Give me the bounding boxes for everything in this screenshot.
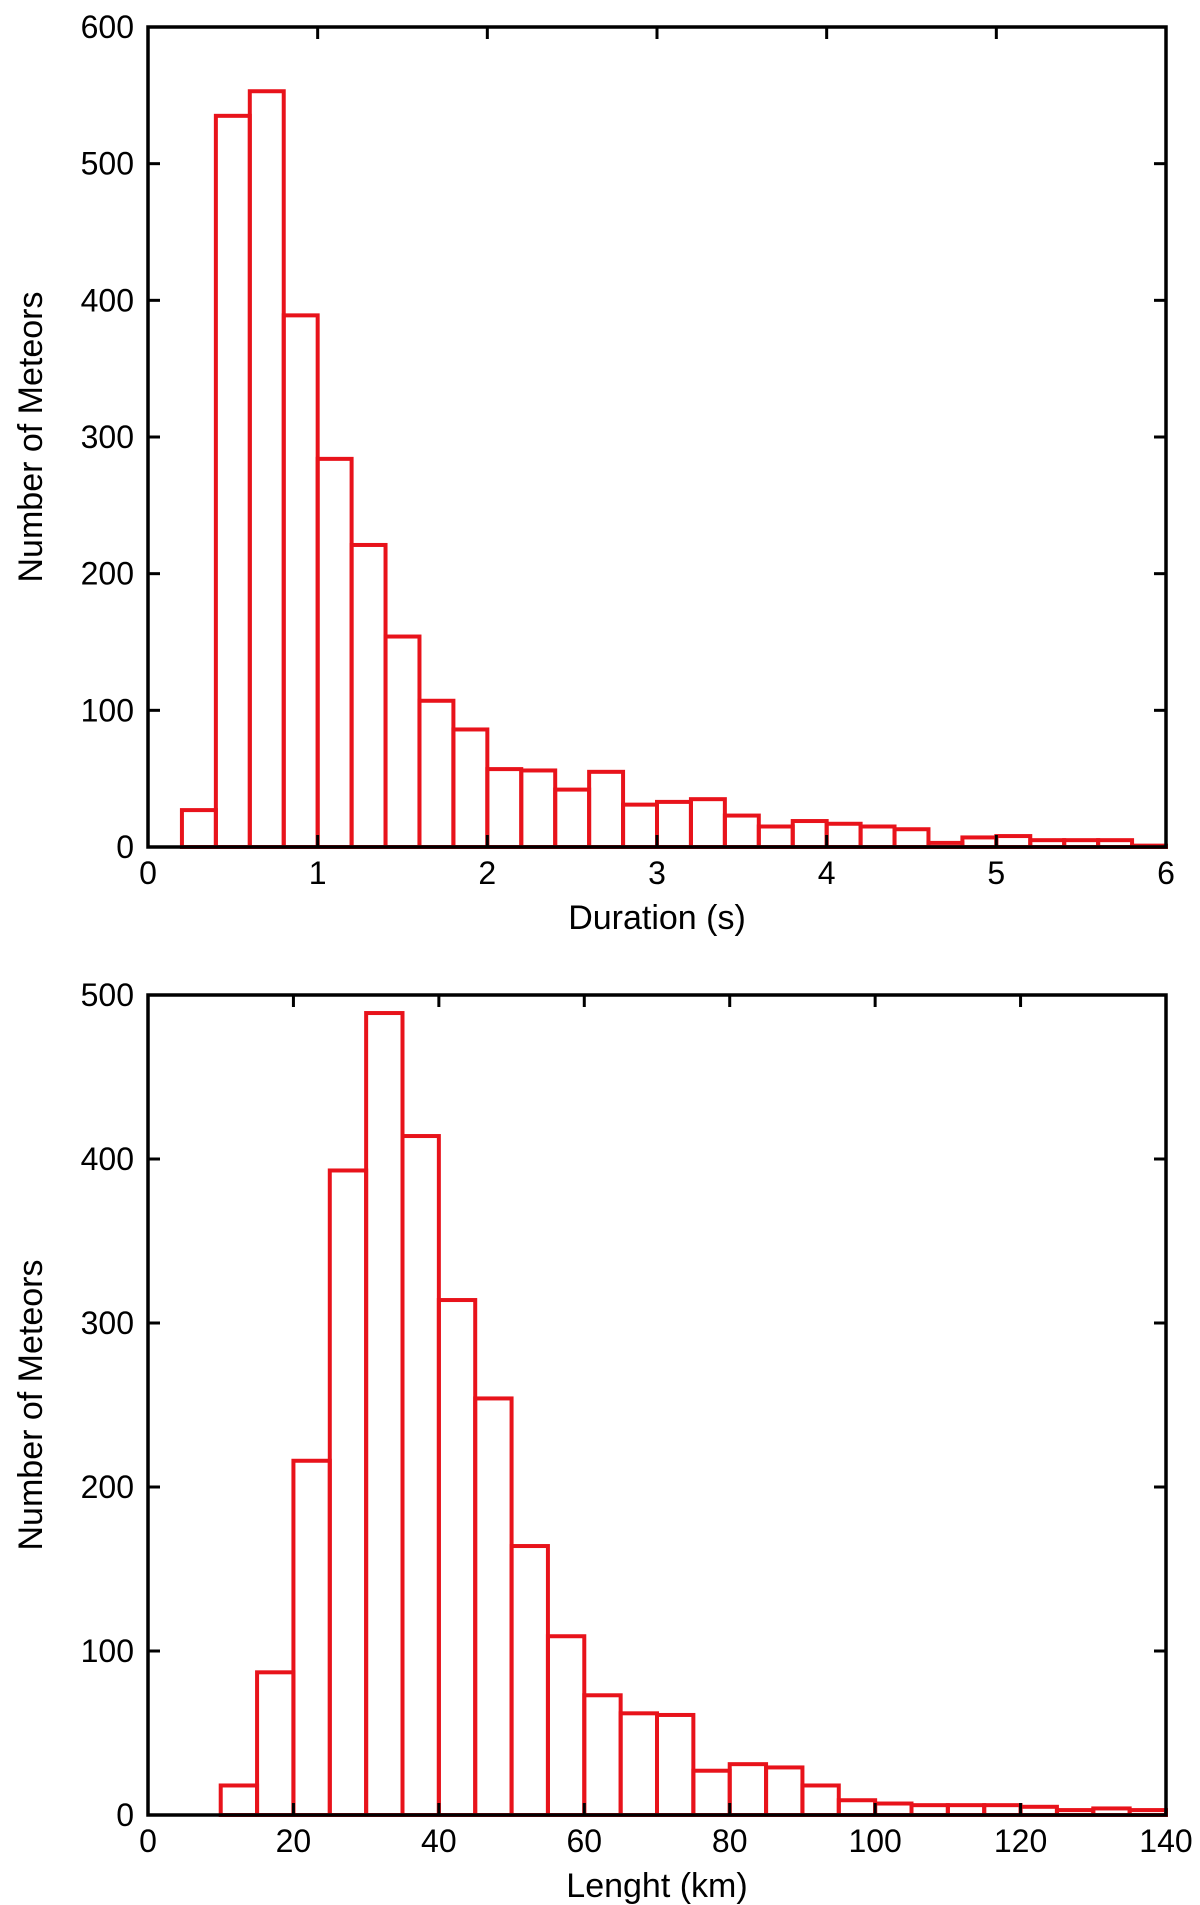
y-tick-label: 300 — [81, 1305, 134, 1341]
histogram-bar — [364, 1011, 405, 1817]
histogram-bar — [722, 813, 761, 849]
y-tick-label: 100 — [81, 692, 134, 728]
histogram-bar — [836, 1798, 878, 1817]
x-tick-label: 0 — [139, 1823, 157, 1859]
x-tick-label: 100 — [848, 1823, 901, 1859]
histogram-bar — [213, 113, 252, 850]
histogram-bar — [255, 1670, 296, 1817]
histogram-bar — [485, 767, 524, 849]
histogram-bar — [247, 89, 286, 849]
histogram-bar — [727, 1762, 769, 1818]
histogram-bar — [400, 1134, 441, 1818]
histogram-bar — [451, 727, 490, 850]
x-tick-label: 20 — [276, 1823, 312, 1859]
histogram-bar — [587, 769, 626, 849]
y-tick-label: 600 — [81, 9, 134, 45]
histogram-bar — [764, 1765, 805, 1817]
x-tick-label: 140 — [1139, 1823, 1192, 1859]
x-tick-label: 6 — [1157, 855, 1175, 891]
x-tick-label: 40 — [421, 1823, 457, 1859]
histogram-bar — [892, 827, 931, 850]
histogram-bar — [824, 821, 863, 849]
x-tick-label: 120 — [994, 1823, 1047, 1859]
x-tick-label: 0 — [139, 855, 157, 891]
y-tick-label: 100 — [81, 1633, 134, 1669]
histogram-bar — [509, 1544, 550, 1818]
x-tick-label: 1 — [309, 855, 327, 891]
y-tick-label: 300 — [81, 419, 134, 455]
y-axis-title: Number of Meteors — [12, 292, 50, 583]
histogram-bar — [315, 456, 354, 849]
histogram-bar — [618, 1711, 660, 1817]
y-tick-label: 200 — [81, 556, 134, 592]
histogram-bar — [436, 1298, 478, 1818]
histogram-bar — [621, 802, 659, 850]
histogram-bar — [688, 797, 727, 850]
y-axis-title: Number of Meteors — [12, 1260, 50, 1551]
histogram-bar — [553, 787, 592, 849]
histogram-bar — [417, 698, 456, 849]
x-axis-title: Duration (s) — [568, 899, 746, 937]
y-tick-label: 500 — [81, 146, 134, 182]
histogram-bar — [800, 1783, 841, 1817]
y-tick-label: 0 — [116, 1797, 134, 1833]
histogram-bar — [655, 1712, 696, 1817]
histogram-bar — [473, 1396, 514, 1817]
y-tick-label: 0 — [116, 829, 134, 865]
x-tick-label: 3 — [648, 855, 666, 891]
length-histogram: 0 20 40 60 80 100 120 140 0 100 200 300 400 500 Lenght… — [12, 977, 1193, 1905]
x-tick-label: 80 — [712, 1823, 748, 1859]
histogram-bar — [179, 808, 218, 849]
x-axis-title: Lenght (km) — [566, 1867, 747, 1905]
y-tick-label: 400 — [81, 1141, 134, 1177]
histogram-bar — [383, 634, 422, 849]
histogram-bar — [582, 1693, 623, 1818]
x-tick-label: 60 — [566, 1823, 602, 1859]
plot-frame — [146, 25, 1168, 849]
x-tick-label: 5 — [987, 855, 1005, 891]
histogram-bar — [691, 1768, 732, 1817]
histogram-bar — [218, 1783, 260, 1817]
histogram-bar — [281, 313, 320, 850]
histogram-bar — [756, 824, 795, 849]
duration-histogram: 0 1 2 3 4 5 6 0 100 200 300 400 500 600 Duration (s) Nu… — [12, 9, 1175, 937]
histogram-bar — [349, 542, 388, 849]
plot-frame — [146, 993, 1168, 1817]
y-tick-label: 400 — [81, 282, 134, 318]
x-tick-label: 4 — [818, 855, 836, 891]
histogram-bar — [655, 799, 693, 850]
histogram-bar — [291, 1458, 332, 1817]
histogram-bar — [545, 1634, 587, 1817]
histogram-bar — [858, 824, 897, 849]
x-tick-label: 2 — [478, 855, 496, 891]
histogram-bar — [790, 819, 829, 849]
histogram-bar — [327, 1168, 369, 1817]
y-tick-label: 200 — [81, 1469, 134, 1505]
y-tick-label: 500 — [81, 977, 134, 1013]
histogram-bar — [519, 768, 558, 850]
